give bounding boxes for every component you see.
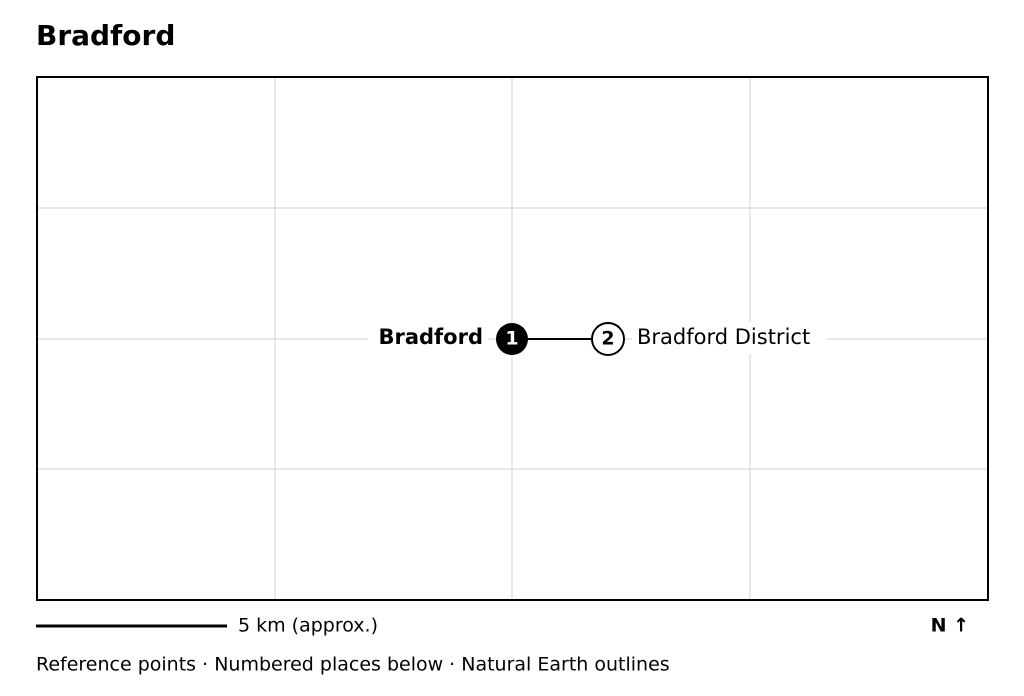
place-marker	[496, 323, 528, 355]
map-frame	[36, 76, 989, 601]
scale-label: 5 km (approx.)	[238, 615, 378, 637]
title: Bradford	[36, 19, 175, 52]
north-arrow: N ↑	[931, 615, 969, 637]
place-number: 1	[505, 328, 518, 350]
place-label: Bradford	[378, 325, 483, 349]
place-marker	[591, 322, 625, 356]
place-label: Bradford District	[637, 325, 810, 349]
label-bg	[632, 322, 827, 354]
place-number: 2	[601, 328, 614, 350]
label-bg	[368, 322, 488, 354]
footer: Reference points · Numbered places below…	[36, 654, 670, 676]
